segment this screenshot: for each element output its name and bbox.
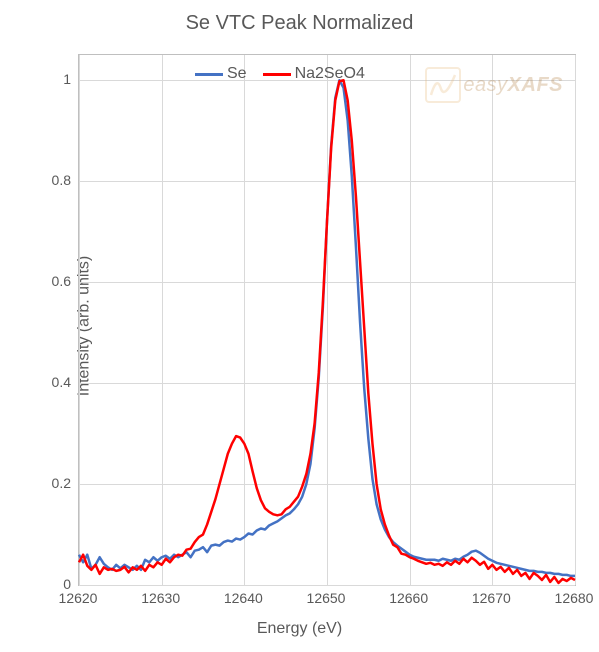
y-tick-label: 1 xyxy=(31,71,71,87)
data-lines xyxy=(79,55,575,585)
chart-title: Se VTC Peak Normalized xyxy=(0,12,599,35)
x-tick-label: 12660 xyxy=(384,590,434,606)
y-tick-label: 0.6 xyxy=(31,273,71,289)
x-axis-label: Energy (eV) xyxy=(0,620,599,638)
y-tick-label: 0.2 xyxy=(31,475,71,491)
chart-container: Se VTC Peak Normalized Intensity (arb. u… xyxy=(0,0,599,652)
series-Se xyxy=(79,80,575,576)
y-tick-label: 0.4 xyxy=(31,374,71,390)
x-tick-label: 12630 xyxy=(136,590,186,606)
x-tick-label: 12620 xyxy=(53,590,103,606)
x-tick-label: 12650 xyxy=(301,590,351,606)
x-tick-label: 12640 xyxy=(218,590,268,606)
x-tick-label: 12680 xyxy=(549,590,599,606)
x-tick-label: 12670 xyxy=(466,590,516,606)
y-tick-label: 0.8 xyxy=(31,172,71,188)
series-Na2SeO4 xyxy=(79,80,575,583)
plot-area: easyXAFS Se Na2SeO4 xyxy=(78,54,576,586)
